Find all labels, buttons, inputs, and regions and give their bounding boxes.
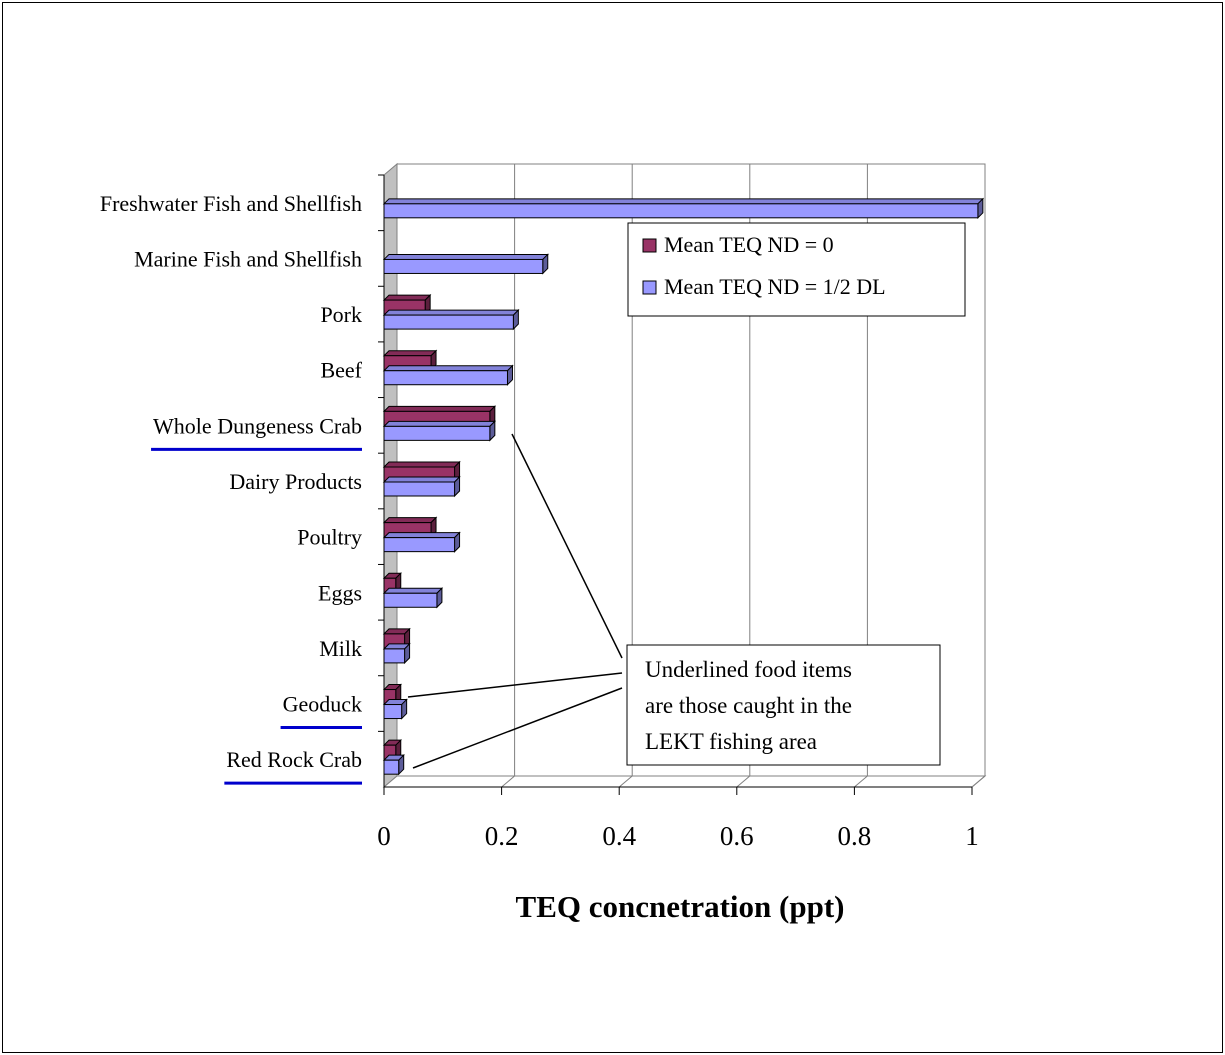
legend-label: Mean TEQ ND = 0: [664, 232, 834, 257]
annotation-text: Underlined food items: [645, 657, 852, 682]
bar: [382, 738, 402, 761]
annotation-text: are those caught in the: [645, 693, 852, 718]
category-label: Dairy Products: [229, 469, 362, 494]
bar: [382, 698, 408, 720]
bar: [382, 475, 461, 498]
bars: [382, 197, 985, 776]
gridline-floor: [618, 775, 633, 788]
x-axis-title: TEQ concnetration (ppt): [516, 889, 845, 924]
category-label: Red Rock Crab: [226, 747, 362, 772]
bar: [382, 364, 514, 386]
legend: Mean TEQ ND = 0 Mean TEQ ND = 1/2 DL: [627, 222, 966, 317]
callout-line: [511, 433, 623, 659]
bar: [382, 420, 497, 442]
bar: [382, 642, 411, 665]
callout-line: [407, 672, 623, 698]
annotation: Underlined food items are those caught in…: [407, 433, 941, 769]
category-label: Freshwater Fish and Shellfish: [100, 191, 362, 216]
x-tick-label: 0.8: [838, 821, 872, 851]
annotation-text: LEKT fishing area: [645, 729, 817, 754]
legend-swatch: [642, 238, 657, 253]
category-label: Pork: [320, 302, 362, 327]
category-label: Marine Fish and Shellfish: [134, 246, 362, 271]
legend-swatch: [642, 280, 657, 295]
bar: [382, 253, 549, 275]
bar: [382, 197, 985, 220]
gridline-floor: [501, 775, 515, 788]
category-label: Milk: [319, 636, 362, 661]
category-label: Beef: [320, 358, 362, 383]
bar: [382, 308, 520, 331]
bar: [382, 531, 461, 553]
gridline-floor: [736, 775, 751, 788]
category-label: Eggs: [318, 580, 362, 605]
gridline-floor: [854, 775, 868, 788]
category-label: Poultry: [297, 525, 362, 550]
legend-box: [627, 222, 966, 317]
category-labels: Freshwater Fish and Shellfish Marine Fish…: [100, 191, 363, 785]
bar: [382, 572, 402, 594]
legend-label: Mean TEQ ND = 1/2 DL: [664, 274, 886, 299]
x-tick-labels: 0 0.2 0.4 0.6 0.8 1: [377, 174, 979, 851]
x-tick-label: 0.2: [485, 821, 519, 851]
bar: [382, 753, 405, 776]
callout-line: [412, 687, 623, 769]
annotation-box: [626, 644, 941, 766]
bar: [382, 587, 444, 609]
gridline-floor: [971, 775, 986, 788]
x-tick-label: 1: [965, 821, 979, 851]
x-tick-label: 0.6: [720, 821, 754, 851]
category-label: Geoduck: [283, 692, 362, 717]
x-tick-label: 0: [377, 821, 391, 851]
plot-floor: [382, 775, 987, 788]
category-label: Whole Dungeness Crab: [153, 413, 362, 438]
x-tick-label: 0.4: [602, 821, 636, 851]
